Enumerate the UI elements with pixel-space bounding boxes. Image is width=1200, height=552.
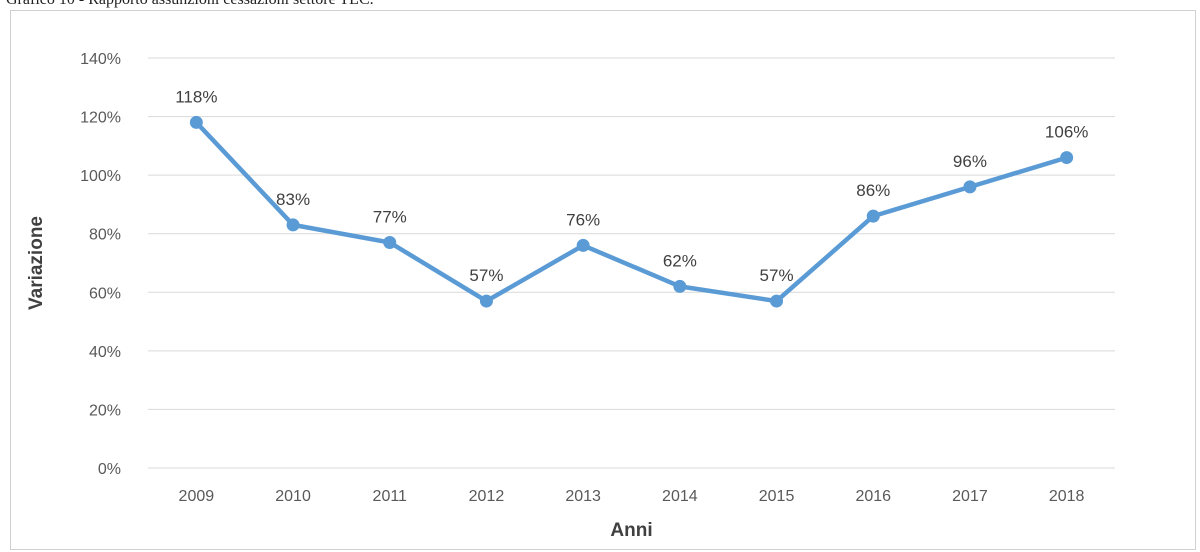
- figure-caption: Grafico 10 - Rapporto assunzioni cessazi…: [6, 0, 374, 9]
- data-label-2009: 118%: [175, 87, 217, 106]
- x-tick-label: 2011: [373, 488, 408, 505]
- data-label-2014: 62%: [663, 251, 697, 270]
- data-label-2011: 77%: [373, 208, 407, 227]
- series-line: [194, 120, 1069, 304]
- data-labels: 118% 83% 77% 57% 76% 62% 57% 86% 96% 106%: [175, 87, 1088, 285]
- data-label-2017: 96%: [953, 152, 987, 171]
- x-tick-label: 2013: [565, 488, 601, 505]
- data-label-2010: 83%: [276, 190, 310, 209]
- data-label-2018: 106%: [1045, 123, 1088, 142]
- y-tick-label: 140%: [80, 51, 121, 68]
- data-point-2013: [576, 238, 590, 252]
- data-point-2012: [479, 294, 493, 308]
- series-variazione: [189, 115, 1074, 308]
- y-axis-ticks: 0% 20% 40% 60% 80% 100% 120% 140%: [80, 51, 121, 478]
- y-tick-label: 100%: [80, 168, 121, 185]
- data-point-2017: [963, 180, 977, 194]
- x-tick-label: 2015: [759, 488, 795, 505]
- data-label-2012: 57%: [469, 266, 503, 285]
- data-point-2015: [770, 294, 784, 308]
- y-tick-label: 60%: [89, 285, 121, 302]
- chart-frame: [10, 10, 1196, 550]
- x-tick-label: 2014: [662, 488, 698, 505]
- y-axis-title: Variazione: [26, 216, 47, 310]
- data-point-2010: [286, 218, 300, 232]
- data-label-2013: 76%: [566, 210, 600, 229]
- data-point-2016: [866, 209, 880, 223]
- data-label-2015: 57%: [760, 266, 794, 285]
- data-point-2018: [1060, 151, 1074, 165]
- x-axis-ticks: 2009 2010 2011 2012 2013 2014 2015 2016 2017 2018: [179, 488, 1085, 505]
- x-tick-label: 2010: [275, 488, 311, 505]
- data-label-2016: 86%: [856, 181, 890, 200]
- x-tick-label: 2016: [855, 488, 891, 505]
- x-tick-label: 2017: [952, 488, 988, 505]
- y-tick-label: 20%: [89, 402, 121, 419]
- gridlines: [148, 57, 1115, 469]
- x-tick-label: 2009: [179, 488, 215, 505]
- data-point-2011: [383, 236, 397, 249]
- y-tick-label: 80%: [89, 227, 121, 244]
- y-tick-label: 120%: [80, 110, 121, 127]
- data-point-2009: [189, 115, 203, 129]
- y-tick-label: 0%: [98, 461, 121, 478]
- x-tick-label: 2012: [469, 488, 505, 505]
- y-tick-label: 40%: [89, 344, 121, 361]
- x-axis-title: Anni: [610, 520, 652, 541]
- data-point-2014: [673, 279, 687, 293]
- x-tick-label: 2018: [1049, 488, 1085, 505]
